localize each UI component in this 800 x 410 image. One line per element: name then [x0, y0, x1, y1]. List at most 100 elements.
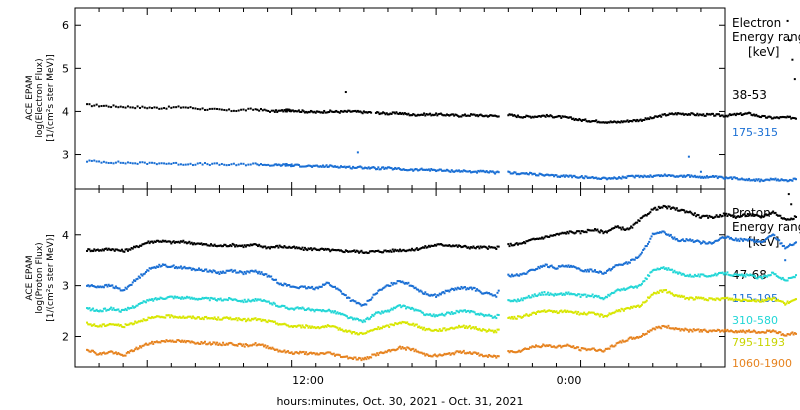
data-point [509, 113, 512, 116]
data-point [455, 350, 458, 353]
data-point [288, 308, 291, 311]
data-point [390, 112, 393, 115]
data-point [509, 172, 512, 175]
data-point [149, 299, 152, 302]
data-point [757, 115, 760, 118]
data-point [235, 164, 238, 167]
data-point [164, 340, 167, 343]
data-point [654, 115, 657, 118]
data-point [187, 296, 190, 299]
data-point [117, 287, 120, 290]
data-point [553, 175, 556, 178]
data-point [319, 285, 322, 288]
data-point [391, 308, 394, 311]
data-point [687, 113, 690, 116]
data-point [710, 215, 713, 218]
data-point [594, 313, 596, 316]
data-point [153, 240, 156, 243]
data-point [424, 245, 427, 248]
spike-point [699, 170, 702, 173]
data-point [378, 113, 381, 116]
data-point [645, 332, 648, 335]
data-point [161, 297, 164, 300]
data-point [572, 231, 575, 234]
data-point [354, 251, 357, 254]
data-point [399, 321, 401, 324]
data-point [326, 309, 329, 312]
data-point [223, 316, 226, 319]
data-point [435, 328, 438, 331]
data-point [525, 347, 528, 350]
data-point [202, 341, 205, 344]
data-point [495, 317, 498, 320]
data-point [733, 298, 736, 301]
data-point [675, 327, 678, 330]
data-point [563, 115, 566, 118]
data-point [299, 350, 302, 353]
proton-ylabel: ACE EPAM log(Proton Flux) [1/(cm²s ster … [25, 234, 56, 321]
data-point [219, 297, 222, 300]
data-point [468, 311, 471, 314]
data-point [161, 263, 164, 266]
data-point [453, 289, 456, 292]
data-point [764, 299, 767, 302]
data-point [380, 112, 383, 115]
data-point [264, 299, 267, 302]
data-point [438, 243, 441, 246]
data-point [751, 298, 754, 301]
data-point [560, 232, 563, 235]
data-point [779, 242, 782, 245]
data-point [491, 170, 494, 173]
data-point [364, 320, 367, 323]
data-point [368, 167, 371, 170]
data-point [102, 160, 105, 163]
data-point [648, 175, 651, 178]
data-point [406, 169, 409, 172]
data-point [782, 334, 785, 337]
data-point [388, 349, 391, 352]
data-point [364, 356, 367, 359]
data-point [189, 267, 192, 270]
data-point [102, 249, 105, 252]
data-point [595, 229, 598, 232]
data-point [426, 313, 429, 316]
data-point [519, 273, 522, 276]
data-point [417, 113, 420, 116]
data-point [314, 248, 317, 251]
data-point [265, 300, 268, 303]
data-point [86, 307, 89, 310]
data-point [633, 258, 636, 261]
data-point [397, 280, 400, 283]
data-point [656, 208, 659, 211]
data-point [661, 230, 664, 233]
data-point [455, 288, 458, 291]
data-point [512, 172, 515, 175]
data-point [244, 164, 247, 167]
data-point [480, 114, 483, 117]
data-point [643, 247, 646, 250]
data-point [447, 244, 450, 247]
data-point [461, 114, 464, 117]
data-point [308, 351, 311, 354]
data-point [142, 300, 145, 303]
data-point [300, 248, 303, 251]
data-point [621, 263, 624, 266]
data-point [290, 165, 293, 168]
data-point [562, 232, 565, 235]
data-point [315, 308, 318, 311]
data-point [137, 347, 140, 350]
data-point [372, 166, 375, 169]
data-point [708, 241, 711, 244]
data-point [163, 240, 166, 243]
data-point [98, 286, 101, 289]
data-point [399, 345, 401, 348]
data-point [530, 116, 533, 119]
data-point [348, 329, 351, 332]
data-point [327, 165, 330, 168]
data-point [586, 294, 589, 297]
data-point [789, 115, 791, 118]
data-point [167, 295, 170, 298]
data-point [242, 301, 245, 304]
data-point [544, 293, 547, 296]
data-point [195, 342, 198, 345]
